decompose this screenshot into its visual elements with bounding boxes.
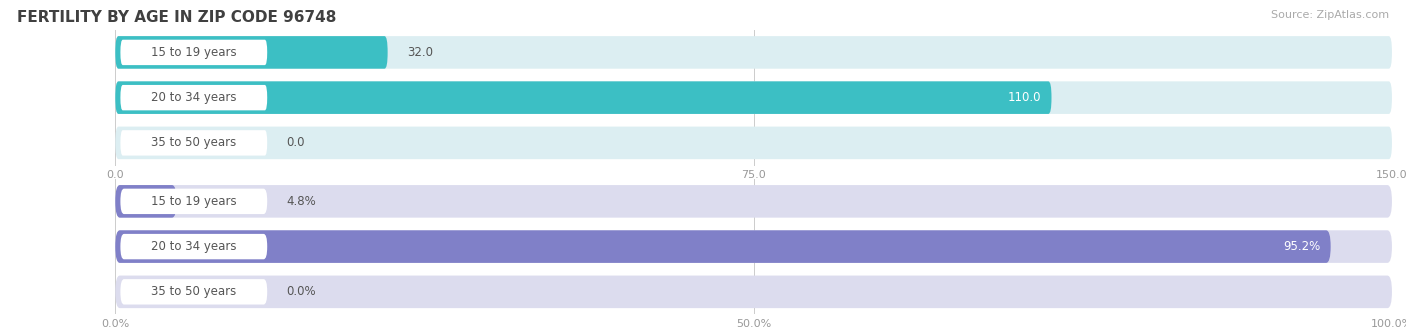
FancyBboxPatch shape xyxy=(115,230,1330,263)
FancyBboxPatch shape xyxy=(121,40,267,65)
FancyBboxPatch shape xyxy=(121,130,267,156)
Text: 4.8%: 4.8% xyxy=(287,195,316,208)
FancyBboxPatch shape xyxy=(115,185,177,218)
FancyBboxPatch shape xyxy=(121,85,267,110)
Text: 32.0: 32.0 xyxy=(406,46,433,59)
Text: 20 to 34 years: 20 to 34 years xyxy=(150,240,236,253)
FancyBboxPatch shape xyxy=(115,81,1052,114)
FancyBboxPatch shape xyxy=(115,230,1392,263)
FancyBboxPatch shape xyxy=(115,185,1392,218)
FancyBboxPatch shape xyxy=(121,279,267,305)
Text: 20 to 34 years: 20 to 34 years xyxy=(150,91,236,104)
Text: 15 to 19 years: 15 to 19 years xyxy=(150,195,236,208)
Text: 110.0: 110.0 xyxy=(1008,91,1042,104)
Text: 0.0: 0.0 xyxy=(287,136,305,149)
Text: 15 to 19 years: 15 to 19 years xyxy=(150,46,236,59)
Text: Source: ZipAtlas.com: Source: ZipAtlas.com xyxy=(1271,10,1389,20)
Text: 0.0%: 0.0% xyxy=(287,285,316,298)
FancyBboxPatch shape xyxy=(115,275,1392,308)
FancyBboxPatch shape xyxy=(115,36,1392,69)
FancyBboxPatch shape xyxy=(115,36,388,69)
Text: 35 to 50 years: 35 to 50 years xyxy=(152,285,236,298)
FancyBboxPatch shape xyxy=(115,126,1392,159)
Text: 95.2%: 95.2% xyxy=(1284,240,1320,253)
FancyBboxPatch shape xyxy=(115,81,1392,114)
Text: FERTILITY BY AGE IN ZIP CODE 96748: FERTILITY BY AGE IN ZIP CODE 96748 xyxy=(17,10,336,25)
FancyBboxPatch shape xyxy=(121,189,267,214)
FancyBboxPatch shape xyxy=(121,234,267,259)
Text: 35 to 50 years: 35 to 50 years xyxy=(152,136,236,149)
